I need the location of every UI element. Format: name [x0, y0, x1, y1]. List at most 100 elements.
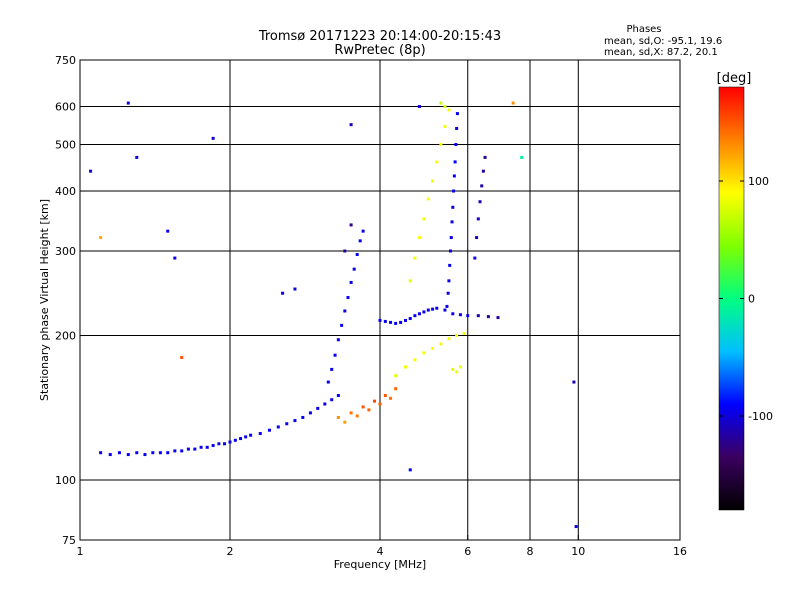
data-point — [408, 317, 412, 321]
data-point — [431, 179, 435, 183]
data-point — [143, 453, 147, 457]
data-point — [186, 447, 190, 451]
data-point — [343, 309, 347, 313]
data-point — [349, 280, 353, 284]
data-point — [417, 236, 421, 240]
data-point — [480, 184, 484, 188]
data-point — [361, 405, 365, 409]
data-point — [301, 415, 305, 419]
data-point — [199, 445, 203, 449]
y-tick-label: 500 — [55, 139, 76, 152]
data-point — [445, 304, 449, 308]
data-point — [349, 123, 353, 127]
data-point — [173, 449, 177, 453]
data-point — [316, 406, 320, 410]
grid-lines — [79, 60, 681, 540]
chart-title: Tromsø 20171223 20:14:00-20:15:43 — [258, 29, 501, 44]
data-point — [439, 342, 443, 346]
y-tick-label: 600 — [55, 101, 76, 114]
data-point — [451, 367, 455, 371]
data-point — [574, 525, 578, 529]
data-point — [448, 249, 452, 253]
data-point — [458, 365, 462, 369]
stats-title: Phases — [626, 24, 661, 35]
data-point — [453, 160, 457, 164]
data-point — [217, 442, 221, 446]
data-point — [323, 402, 327, 406]
data-point — [417, 105, 421, 109]
y-tick-label: 400 — [55, 185, 76, 198]
y-tick-label: 200 — [55, 330, 76, 343]
data-point — [281, 291, 285, 295]
data-point — [343, 249, 347, 253]
data-point — [452, 174, 456, 178]
data-point — [117, 451, 121, 455]
data-point — [462, 331, 466, 335]
colorbar-label: [deg] — [717, 71, 752, 86]
data-point — [389, 320, 393, 324]
data-point — [211, 444, 215, 448]
data-point — [126, 101, 130, 105]
data-point — [326, 380, 330, 384]
data-point — [108, 453, 112, 457]
colorbar-tick-label: 100 — [748, 175, 769, 188]
data-point — [394, 387, 398, 391]
data-point — [293, 287, 297, 291]
data-point — [330, 367, 334, 371]
data-point — [336, 338, 340, 342]
colorbar — [718, 86, 745, 511]
data-point — [349, 411, 353, 415]
data-point — [422, 217, 426, 221]
data-point — [511, 101, 515, 105]
data-point — [403, 318, 407, 322]
data-point — [496, 316, 500, 320]
data-point — [239, 437, 243, 441]
data-point — [448, 263, 452, 267]
chart-subtitle: RwPretec (8p) — [334, 43, 425, 58]
data-point — [367, 408, 371, 412]
y-tick-label: 75 — [62, 534, 76, 547]
data-point — [452, 189, 456, 193]
data-point — [89, 169, 93, 173]
data-point — [193, 447, 197, 451]
data-point — [346, 296, 350, 300]
data-point — [413, 314, 417, 318]
data-point — [403, 365, 407, 369]
data-point — [475, 236, 479, 240]
data-point — [520, 155, 524, 159]
data-point — [458, 313, 462, 317]
data-point — [249, 433, 253, 437]
data-point — [455, 334, 459, 338]
data-point — [417, 312, 421, 316]
x-tick-label: 8 — [527, 545, 534, 558]
data-point — [389, 396, 393, 400]
x-tick-label: 2 — [227, 545, 234, 558]
data-point — [455, 370, 459, 374]
data-point — [355, 414, 359, 418]
stats-line-o: mean, sd,O: -95.1, 19.6 — [604, 36, 722, 47]
data-point — [426, 308, 430, 312]
data-point — [431, 307, 435, 311]
data-point — [451, 312, 455, 316]
data-point — [383, 319, 387, 323]
y-tick-label: 750 — [55, 54, 76, 67]
data-point — [258, 432, 262, 436]
data-point — [447, 279, 451, 283]
data-point — [451, 205, 455, 209]
scatter-points — [89, 101, 578, 529]
data-point — [408, 279, 412, 283]
data-point — [126, 453, 130, 457]
y-axis-ticks: 75 100 200 300 400 500 600 750 — [55, 54, 85, 547]
data-point — [373, 399, 377, 403]
data-point — [228, 440, 232, 444]
data-point — [223, 442, 227, 446]
data-point — [173, 256, 177, 260]
data-point — [408, 468, 412, 472]
data-point — [135, 451, 139, 455]
data-point — [378, 318, 382, 322]
data-point — [276, 425, 280, 429]
data-point — [483, 155, 487, 159]
data-point — [349, 223, 353, 227]
data-point — [361, 229, 365, 233]
data-point — [244, 435, 248, 439]
